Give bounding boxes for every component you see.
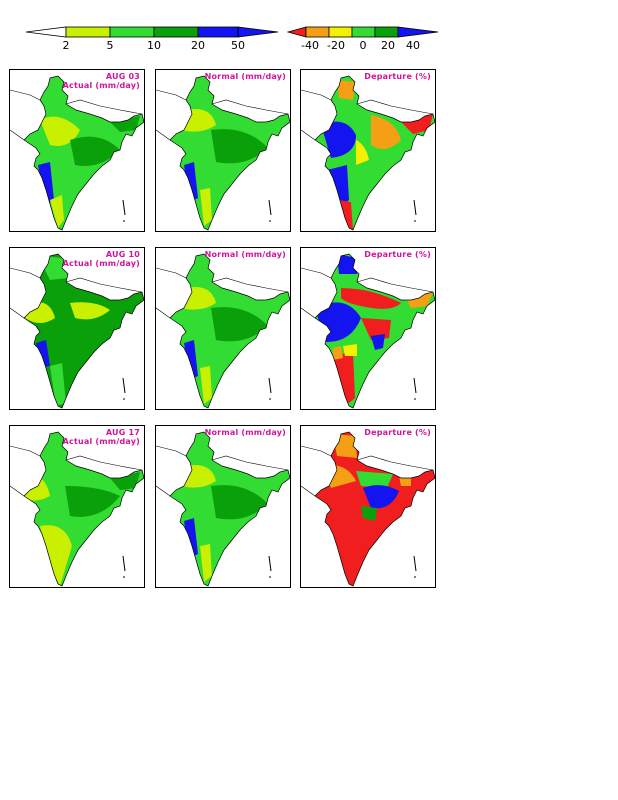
departure-tick-label: -20 [327, 39, 345, 52]
departure-tick-label: 40 [406, 39, 420, 52]
map-panel-departure-aug17: Departure (%) [300, 425, 436, 588]
rainfall-tick-label: 50 [231, 39, 245, 52]
panel-title: Departure (%) [364, 72, 431, 81]
map-panel-departure-aug10: Departure (%) [300, 247, 436, 410]
departure-tick-label: 0 [359, 39, 367, 52]
panel-title: Normal (mm/day) [204, 250, 286, 259]
panel-title: Normal (mm/day) [204, 72, 286, 81]
departure-colorbar-svg [286, 26, 439, 38]
map-panel-normal-aug03: Normal (mm/day) [155, 69, 291, 232]
map-panel-departure-aug03: Departure (%) [300, 69, 436, 232]
map-panel-actual-aug10: AUG 10 Actual (mm/day) [9, 247, 145, 410]
panel-date: AUG 03 [105, 72, 140, 81]
panel-title: Departure (%) [364, 250, 431, 259]
india-map-actual-aug03 [10, 75, 144, 231]
rainfall-tick-label: 5 [106, 39, 114, 52]
departure-bin-20-40 [374, 26, 399, 38]
rainfall-tick-label: 10 [147, 39, 161, 52]
panel-date: AUG 10 [105, 250, 140, 259]
india-map-actual-aug17 [10, 431, 144, 587]
panel-subtitle: Actual (mm/day) [62, 259, 140, 268]
panel-subtitle: Actual (mm/day) [62, 437, 140, 446]
rainfall-bin-below-2 [25, 26, 67, 38]
departure-tick-label: 20 [381, 39, 395, 52]
india-map-departure-aug10 [301, 253, 435, 409]
india-map-normal-aug10 [156, 253, 290, 409]
departure-tick-label: -40 [301, 39, 319, 52]
departure-bin-0-20 [351, 26, 376, 38]
rainfall-bin-10-20 [153, 26, 199, 38]
map-panel-actual-aug03: AUG 03 Actual (mm/day) [9, 69, 145, 232]
rainfall-bin-above-50 [237, 26, 279, 38]
rainfall-colorbar-svg [25, 26, 279, 38]
india-map-actual-aug10 [10, 253, 144, 409]
panel-title: Normal (mm/day) [204, 428, 286, 437]
map-panel-actual-aug17: AUG 17 Actual (mm/day) [9, 425, 145, 588]
departure-bin-above-40 [397, 26, 439, 38]
rainfall-tick-label: 2 [62, 39, 70, 52]
departure-bin-m40-m20 [305, 26, 330, 38]
india-map-departure-aug03 [301, 75, 435, 231]
departure-colorbar: -40 -20 0 20 40 [286, 24, 442, 54]
rainfall-bin-5-10 [109, 26, 155, 38]
map-panel-normal-aug10: Normal (mm/day) [155, 247, 291, 410]
rainfall-colorbar: 2 5 10 20 50 [24, 24, 280, 54]
departure-bin-m20-0 [328, 26, 353, 38]
panel-date: AUG 17 [105, 428, 140, 437]
rainfall-bin-20-50 [197, 26, 239, 38]
departure-bin-below-m40 [286, 26, 307, 38]
panel-subtitle: Actual (mm/day) [62, 81, 140, 90]
rainfall-bin-2-5 [65, 26, 111, 38]
india-map-departure-aug17 [301, 431, 435, 587]
rainfall-tick-label: 20 [191, 39, 205, 52]
panel-title: Departure (%) [364, 428, 431, 437]
india-map-normal-aug03 [156, 75, 290, 231]
india-map-normal-aug17 [156, 431, 290, 587]
map-panel-normal-aug17: Normal (mm/day) [155, 425, 291, 588]
